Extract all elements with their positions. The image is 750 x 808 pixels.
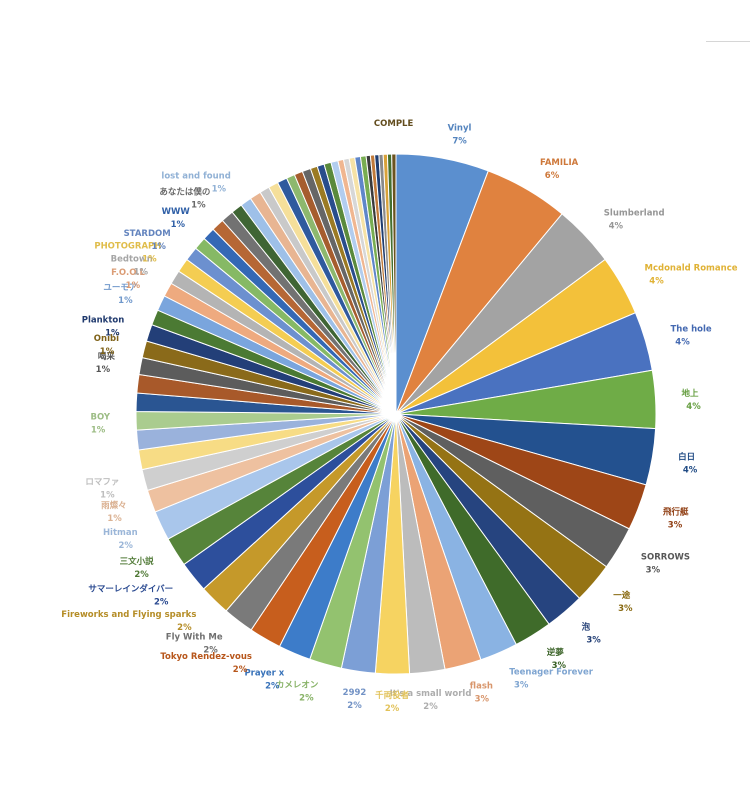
slice-label-8: SORROWS — [641, 553, 690, 563]
slice-label-39: PHOTOGRAPH — [94, 241, 161, 251]
slice-label-20: Fly With Me — [166, 632, 223, 642]
slice-percent-32: 1% — [96, 365, 111, 375]
slice-label-69: COMPLE — [374, 119, 414, 129]
slice-label-40: STARDOM — [124, 229, 171, 239]
pie-slice-69 — [391, 153, 397, 415]
slice-percent-1: 6% — [545, 171, 560, 181]
slice-percent-8: 3% — [646, 566, 661, 576]
slice-percent-38: 1% — [134, 268, 149, 278]
slice-percent-2: 4% — [609, 222, 624, 232]
slice-label-16: 2992 — [343, 688, 367, 698]
slice-label-3: Mcdonald Romance — [645, 263, 738, 273]
slice-label-4: The hole — [671, 325, 712, 335]
slice-label-26: ロマファ — [85, 478, 119, 488]
pie-labels: Vinyl 7% FAMILIA 6% Slumberland 4% Mcdonald Ro… — [61, 119, 737, 714]
slice-percent-37: 1% — [126, 281, 141, 291]
slice-label-37: F.O.O.L — [111, 268, 145, 278]
slice-percent-13: 3% — [475, 694, 490, 704]
slice-label-46: lost and found — [161, 172, 230, 182]
slice-label-23: 三文小説 — [120, 556, 155, 567]
slice-label-32: 喝采 — [98, 351, 116, 362]
slice-percent-24: 2% — [118, 541, 133, 551]
slice-label-22: サマーレインダイバー — [88, 583, 173, 594]
slice-label-44: あなたは僕の — [159, 186, 210, 197]
slice-percent-17: 2% — [299, 693, 314, 703]
slice-percent-40: 1% — [151, 242, 166, 252]
slice-label-34: Plankton — [82, 316, 125, 326]
slice-percent-46: 1% — [212, 185, 227, 195]
slice-percent-12: 3% — [514, 681, 529, 691]
slice-label-29: BOY — [91, 413, 111, 423]
slice-percent-18: 2% — [265, 681, 280, 691]
slice-label-14: It's a small world — [390, 689, 472, 699]
slice-percent-21: 2% — [177, 623, 192, 633]
slice-percent-7: 3% — [668, 521, 683, 531]
slice-label-24: Hitman — [103, 528, 138, 538]
slice-label-1: FAMILIA — [540, 158, 579, 168]
slice-percent-33: 1% — [100, 347, 115, 357]
slice-label-42: WWW — [162, 207, 191, 217]
slice-percent-29: 1% — [91, 426, 106, 436]
slice-percent-23: 2% — [134, 570, 149, 580]
slice-percent-6: 4% — [683, 465, 698, 475]
slice-label-9: 一途 — [613, 590, 631, 601]
slice-label-21: Fireworks and Flying sparks — [61, 610, 196, 620]
slice-percent-34: 1% — [105, 329, 120, 339]
slice-label-2: Slumberland — [604, 209, 665, 219]
slice-label-15: 千両役者 — [375, 690, 410, 701]
slice-label-18: Prayer x — [244, 668, 284, 678]
corner-divider-line — [706, 41, 750, 42]
slice-label-7: 飛行艇 — [662, 507, 689, 518]
slice-percent-42: 1% — [171, 220, 186, 230]
slice-percent-14: 2% — [423, 702, 438, 712]
slice-label-17: カメレオン — [276, 680, 319, 690]
slice-percent-19: 2% — [233, 665, 248, 675]
slice-label-25: 雨燦々 — [101, 500, 127, 511]
slice-percent-0: 7% — [452, 137, 467, 147]
slice-percent-10: 3% — [586, 636, 601, 646]
slice-percent-16: 2% — [347, 701, 362, 711]
slice-label-10: 泡 — [582, 622, 591, 633]
slice-percent-26: 1% — [100, 491, 115, 501]
slice-label-19: Tokyo Rendez-vous — [160, 652, 252, 662]
slice-label-36: ユーモア — [103, 283, 138, 293]
slice-label-38: Bedtown — [111, 255, 153, 265]
slice-percent-36: 1% — [118, 296, 133, 306]
slice-percent-39: 1% — [142, 254, 157, 264]
slice-percent-20: 2% — [203, 645, 218, 655]
slice-label-6: 白日 — [678, 451, 695, 462]
slice-percent-3: 4% — [649, 276, 664, 286]
slice-percent-44: 1% — [191, 200, 206, 210]
slice-percent-5: 4% — [686, 402, 701, 412]
slice-percent-9: 3% — [618, 604, 633, 614]
slice-percent-4: 4% — [675, 338, 690, 348]
slice-percent-22: 2% — [154, 597, 169, 607]
slice-label-12: Teenager Forever — [509, 668, 594, 678]
slice-label-11: 逆夢 — [547, 647, 565, 658]
pie-slices — [135, 153, 657, 675]
slice-label-5: 地上 — [682, 388, 700, 399]
slice-label-0: Vinyl — [448, 124, 472, 134]
slice-percent-15: 2% — [385, 704, 400, 714]
slice-label-33: Onibi — [94, 334, 119, 344]
slice-percent-25: 1% — [107, 514, 122, 524]
slice-label-13: flash — [470, 681, 493, 691]
slice-percent-11: 3% — [552, 661, 567, 671]
